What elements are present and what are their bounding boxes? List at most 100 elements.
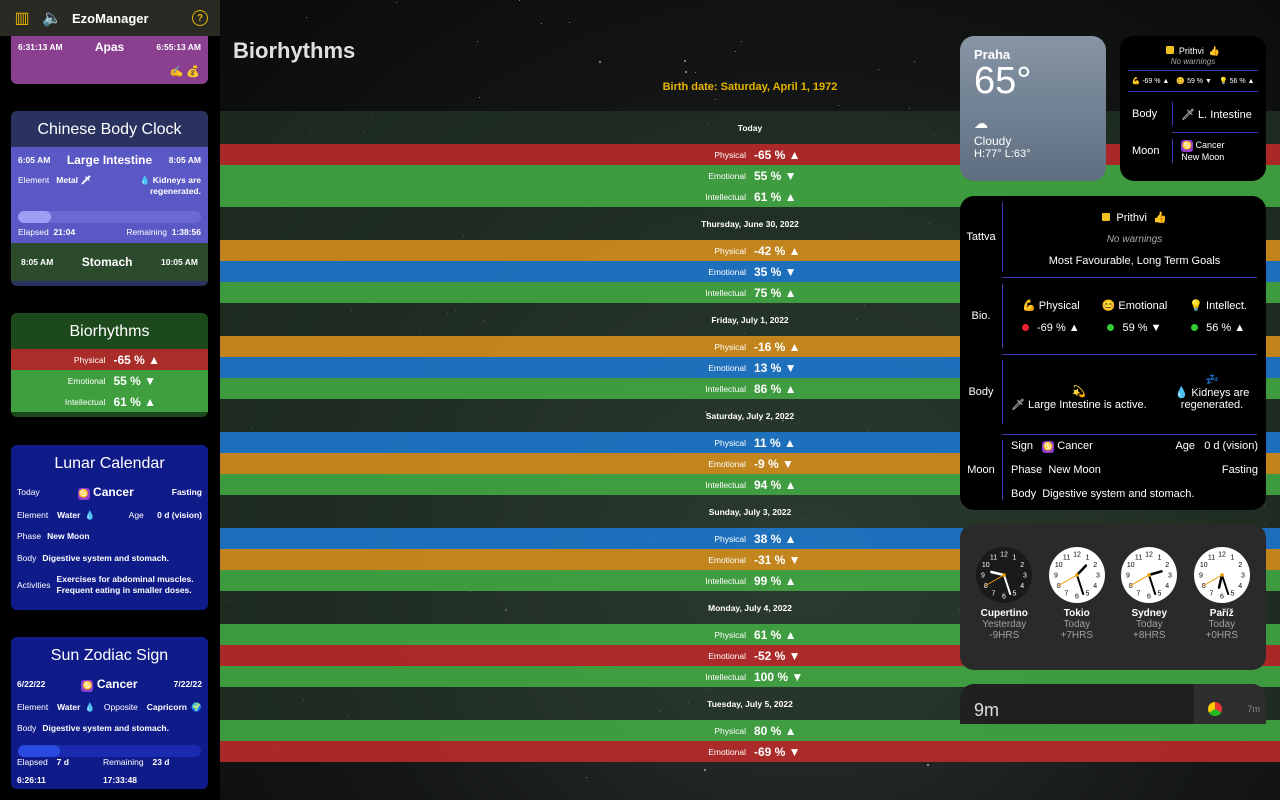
- clock-3[interactable]: 1 2 3 4 5 6 7 8 9 10 11 12 Paříž Today +0HRS: [1189, 546, 1255, 670]
- age-label: Age: [128, 510, 144, 520]
- tattva-name: Apas: [94, 40, 125, 54]
- warnings-text: No warnings: [1170, 57, 1216, 66]
- bio-label: Physical: [714, 341, 746, 352]
- bio-value: -65 % ▲: [113, 352, 161, 367]
- clock-city: Paříž: [1209, 608, 1234, 619]
- svg-text:8: 8: [1202, 583, 1206, 590]
- star: [599, 61, 602, 64]
- star: [735, 50, 737, 52]
- bio-value: 100 % ▼: [754, 669, 804, 684]
- bio-label: Physical: [714, 437, 746, 448]
- bio-value: 94 % ▲: [754, 477, 797, 492]
- body-regen: Kidneys are regenerated.: [1180, 387, 1250, 411]
- clock-day: Today: [1063, 619, 1091, 630]
- detail-widget[interactable]: Tattva Prithvi 👍 No warnings Most Favour…: [960, 196, 1266, 510]
- activity-2: Frequent eating in smaller doses.: [56, 585, 192, 595]
- bio-label: Physical: [73, 354, 106, 365]
- svg-text:7: 7: [1064, 591, 1068, 598]
- moon-label: Moon: [1132, 145, 1160, 157]
- biorhythms-card[interactable]: Biorhythms Physical -65 % ▲ Emotional 55…: [11, 313, 208, 417]
- bio-value: 55 % ▼: [113, 373, 157, 388]
- moon-label: Moon: [967, 464, 995, 476]
- clock-offset: +0HRS: [1205, 630, 1238, 641]
- water-drop-icon: 💧: [1174, 387, 1189, 399]
- speaker-icon[interactable]: 🔈: [42, 10, 62, 27]
- tattva-card[interactable]: 6:31:13 AM Apas 6:55:13 AM ✍ 💰: [11, 30, 208, 84]
- birth-date[interactable]: Birth date: Saturday, April 1, 1972: [662, 81, 838, 93]
- star: [695, 71, 697, 73]
- muscle-icon: 💪: [1021, 299, 1036, 312]
- weather-condition: Cloudy: [974, 134, 1012, 148]
- main-content: Biorhythms Birth date: Saturday, April 1…: [220, 0, 1280, 800]
- fasting-label: Fasting: [171, 487, 202, 497]
- phase-label: Phase: [1011, 464, 1043, 476]
- clock-2[interactable]: 1 2 3 4 5 6 7 8 9 10 11 12 Sydney Today +8HRS: [1116, 546, 1182, 670]
- next-start: 8:05 AM: [21, 257, 54, 267]
- sun-zodiac-card[interactable]: Sun Zodiac Sign 6/22/22 ♋ Cancer 7/22/22…: [11, 637, 208, 789]
- elapsed-label: Elapsed: [18, 227, 49, 237]
- summary-widget[interactable]: Prithvi 👍 No warnings 💪 -69 % ▲ 😊 59 % ▼…: [1120, 36, 1266, 181]
- sidebar-toggle-icon[interactable]: ▥: [14, 10, 30, 27]
- svg-text:7: 7: [1209, 591, 1213, 598]
- water-drop-icon: 💧: [84, 510, 96, 520]
- weather-widget[interactable]: Praha 65° ☁ Cloudy H:77° L:63°: [960, 36, 1106, 181]
- svg-text:4: 4: [1020, 583, 1024, 590]
- tattva-description: Most Favourable, Long Term Goals: [1048, 255, 1221, 267]
- weather-temp: 65°: [974, 60, 1032, 102]
- svg-text:12: 12: [1145, 552, 1153, 559]
- bio-label: Emotional: [708, 266, 746, 277]
- bio-value: -42 % ▲: [754, 243, 801, 258]
- clock-day: Today: [1135, 619, 1163, 630]
- bio-value: 80 % ▲: [754, 723, 797, 738]
- bio-value: -16 % ▲: [754, 339, 801, 354]
- age-value: 0 d (vision): [157, 510, 202, 520]
- bio-band-physical: Physical 80 % ▲: [220, 720, 1280, 741]
- star: [703, 768, 706, 771]
- cloud-icon: ☁: [974, 115, 988, 131]
- body-label: Body: [17, 723, 37, 733]
- water-drop-icon: 💧: [139, 175, 151, 185]
- organ-note: Kidneys are regenerated.: [149, 175, 201, 196]
- lunar-calendar-card[interactable]: Lunar Calendar Today ♋ Cancer Fasting El…: [11, 445, 208, 610]
- bio-label: Emotional: [708, 362, 746, 373]
- svg-text:4: 4: [1238, 583, 1242, 590]
- svg-text:8: 8: [984, 583, 988, 590]
- svg-text:9: 9: [1199, 573, 1203, 580]
- mini-physical: -69 % ▲: [1142, 78, 1170, 85]
- clock-1[interactable]: 1 2 3 4 5 6 7 8 9 10 11 12 Tokio Today +7HRS: [1044, 546, 1110, 670]
- svg-text:3: 3: [1023, 573, 1027, 580]
- svg-text:1: 1: [1013, 554, 1017, 561]
- moon-body-label: Body: [1011, 488, 1037, 500]
- thumbs-up-icon: 👍: [1153, 212, 1167, 224]
- clock-offset: +7HRS: [1060, 630, 1093, 641]
- smile-icon: 😊: [1101, 299, 1116, 312]
- svg-text:1: 1: [1230, 554, 1234, 561]
- svg-text:8: 8: [1129, 583, 1133, 590]
- mini-emotional: 59 % ▼: [1187, 78, 1212, 85]
- dizzy-icon: 💫: [1071, 386, 1086, 398]
- globe-icon: 🌍: [191, 702, 202, 712]
- bio-row-physical: Physical -65 % ▲: [11, 349, 208, 370]
- chinese-body-clock-card[interactable]: Chinese Body Clock 6:05 AM Large Intesti…: [11, 111, 208, 286]
- clock-city: Tokio: [1063, 608, 1090, 619]
- world-clock-widget[interactable]: 1 2 3 4 5 6 7 8 9 10 11 12 Cupertino Yesterday -9HRS 1 2…: [960, 524, 1266, 670]
- svg-text:10: 10: [1200, 562, 1208, 569]
- organ-progress-fill: [18, 211, 51, 223]
- bio-label: Physical: [714, 149, 746, 160]
- bio-label: Emotional: [67, 375, 106, 386]
- bio-label: Bio.: [971, 310, 991, 322]
- emotional-label: Emotional: [1118, 299, 1168, 312]
- bio-value: -65 % ▲: [754, 147, 801, 162]
- svg-text:3: 3: [1241, 573, 1245, 580]
- cancer-sign-icon: ♋: [77, 487, 90, 500]
- help-icon[interactable]: ?: [192, 10, 208, 26]
- mini-intellect: 56 % ▲: [1229, 78, 1255, 85]
- muscle-icon: 💪: [1131, 78, 1141, 85]
- clock-0[interactable]: 1 2 3 4 5 6 7 8 9 10 11 12 Cupertino Yesterday -9HRS: [971, 546, 1037, 670]
- svg-text:11: 11: [990, 554, 997, 561]
- timer-widget[interactable]: 9m 7m: [960, 684, 1266, 724]
- svg-text:11: 11: [1208, 554, 1215, 561]
- bio-row-emotional: Emotional 55 % ▼: [11, 370, 208, 391]
